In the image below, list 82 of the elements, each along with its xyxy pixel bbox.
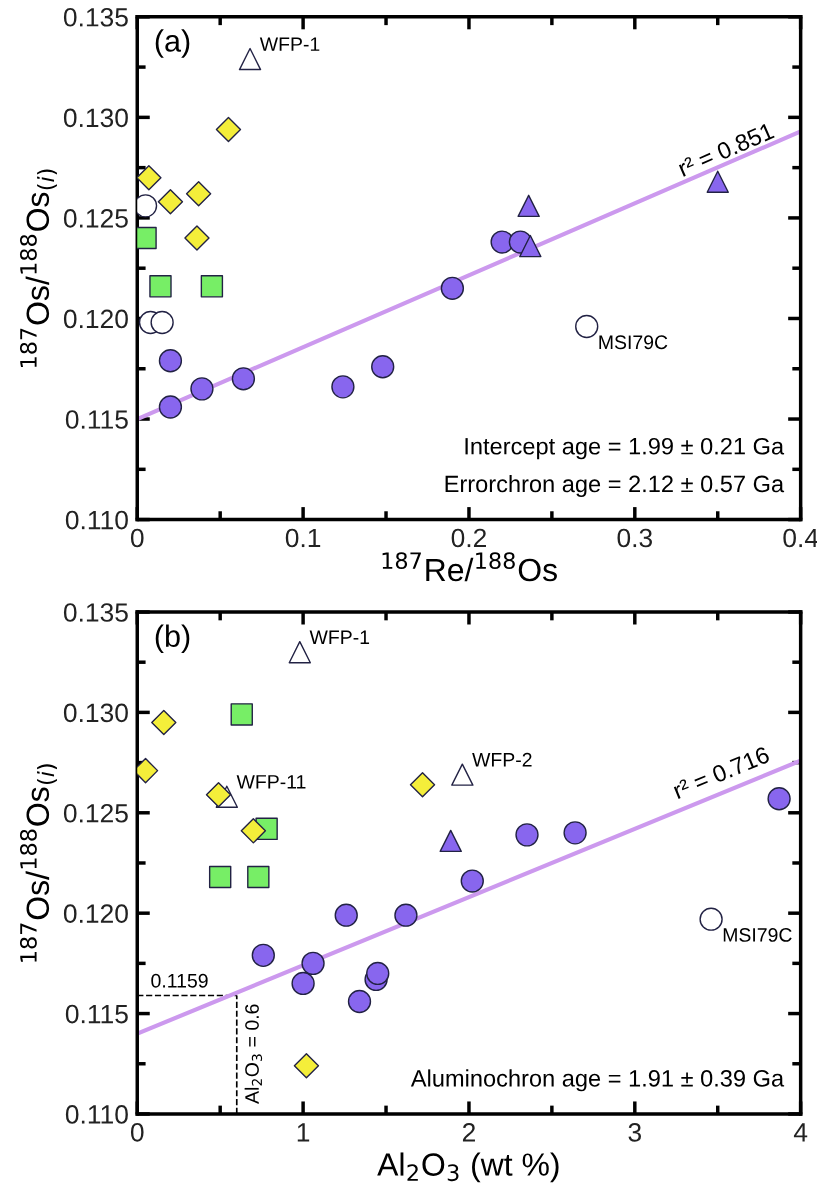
point xyxy=(240,818,267,844)
point xyxy=(158,349,183,373)
y-tick-label: 0.110 xyxy=(65,1105,128,1124)
point xyxy=(293,1053,320,1079)
point xyxy=(251,943,275,968)
point xyxy=(208,865,232,889)
y-tick-label: 0.130 xyxy=(63,703,128,723)
point xyxy=(440,276,465,300)
annotation: Intercept age = 1.99 ± 0.21 Ga xyxy=(465,437,785,460)
point xyxy=(230,703,253,726)
y-tick-label: 0.115 xyxy=(65,410,128,429)
x-axis-title: Al$_{2}$O$_{3}$ (wt %) xyxy=(377,1152,559,1183)
point xyxy=(699,907,723,931)
point xyxy=(460,869,484,893)
point xyxy=(157,189,184,215)
ref-line-label: Al$_{2}$O$_{3}$ = 0.6 xyxy=(244,1004,263,1104)
point xyxy=(184,225,210,251)
point xyxy=(158,395,183,419)
point xyxy=(347,989,372,1014)
point xyxy=(706,170,729,193)
y-tick-label: 0.120 xyxy=(63,904,128,923)
y-tick-label: 0.115 xyxy=(65,1004,128,1024)
point xyxy=(409,771,436,798)
point xyxy=(291,971,315,996)
y-tick-label: 0.125 xyxy=(63,803,128,823)
x-tick-label: 4 xyxy=(793,1123,808,1142)
point xyxy=(247,865,270,889)
y-tick-label: 0.130 xyxy=(63,108,128,128)
annotation: MSI79C xyxy=(723,928,792,942)
point xyxy=(149,275,172,298)
point xyxy=(366,961,390,986)
annotation: r² = 0.851 xyxy=(677,122,775,177)
point xyxy=(439,829,462,853)
chart-title: (b) xyxy=(155,624,190,654)
point xyxy=(334,903,358,927)
point xyxy=(517,194,540,218)
point xyxy=(231,367,256,391)
y-tick-label: 0.135 xyxy=(63,7,128,27)
annotation: MSI79C xyxy=(599,335,668,350)
point xyxy=(515,823,539,847)
x-tick-label: 1 xyxy=(297,1123,310,1142)
annotation: Aluminochron age = 1.91 ± 0.39 Ga xyxy=(410,1069,785,1092)
point xyxy=(519,234,542,258)
point xyxy=(575,314,599,339)
x-tick-label: 0 xyxy=(130,528,144,548)
point xyxy=(394,903,418,927)
y-tick-label: 0.110 xyxy=(65,510,128,530)
annotation: WFP-11 xyxy=(236,775,306,789)
annotation: WFP-2 xyxy=(472,752,532,767)
y-axis-title: $^{187}$Os/$^{188}$Os$_{(i)}$ xyxy=(19,169,57,368)
point xyxy=(238,47,262,71)
point xyxy=(331,375,355,399)
point xyxy=(215,116,242,143)
x-tick-label: 0.2 xyxy=(451,528,486,548)
point xyxy=(150,310,174,335)
point xyxy=(190,377,214,401)
point xyxy=(563,821,587,845)
point xyxy=(185,181,212,207)
point xyxy=(451,763,474,786)
ref-line-label: 0.1159 xyxy=(151,973,208,988)
point xyxy=(371,355,395,379)
x-axis-title: $^{187}$Re/$^{188}$Os xyxy=(382,552,557,582)
y-tick-label: 0.120 xyxy=(63,309,128,329)
point xyxy=(301,951,325,976)
y-tick-label: 0.135 xyxy=(63,603,128,622)
annotation: WFP-1 xyxy=(259,37,320,51)
x-tick-label: 2 xyxy=(462,1122,475,1142)
y-tick-label: 0.125 xyxy=(63,209,128,228)
annotation: WFP-1 xyxy=(309,630,370,644)
chart-title: (a) xyxy=(155,29,190,58)
point xyxy=(767,787,791,811)
point xyxy=(137,164,162,191)
x-tick-label: 3 xyxy=(628,1122,641,1142)
x-tick-label: 0.3 xyxy=(617,528,652,548)
x-tick-label: 0 xyxy=(130,1122,144,1142)
y-axis-title: $^{187}$Os/$^{188}$Os$_{(i)}$ xyxy=(19,764,57,962)
point xyxy=(205,781,232,808)
x-tick-label: 0.1 xyxy=(285,528,321,548)
point xyxy=(151,709,177,736)
point xyxy=(200,275,224,298)
annotation: Errorchron age = 2.12 ± 0.57 Ga xyxy=(445,474,785,497)
annotation: r² = 0.716 xyxy=(672,745,771,800)
